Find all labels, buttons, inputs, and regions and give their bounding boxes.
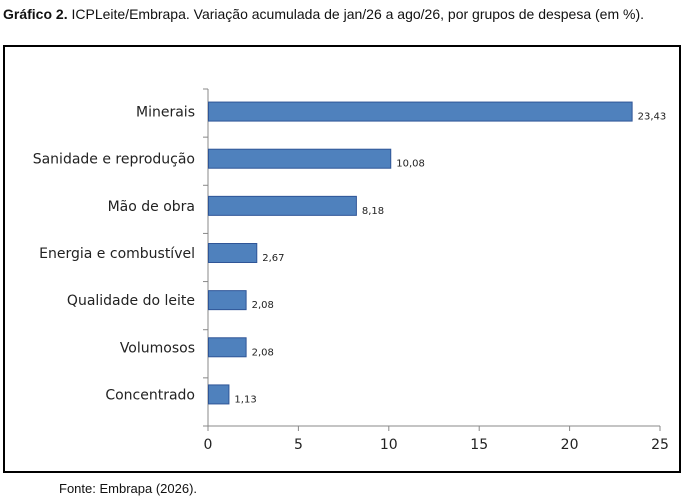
bar xyxy=(208,337,247,358)
x-tick-label: 0 xyxy=(204,437,213,453)
value-label: 2,08 xyxy=(252,300,274,311)
figure-caption: Gráfico 2. ICPLeite/Embrapa. Variação ac… xyxy=(3,4,687,24)
x-tick-label: 5 xyxy=(294,437,303,453)
bar-chart: 0 5 10 15 20 25 Minerais 23,43 Sanidade e reprod… xyxy=(33,88,669,453)
category-label: Qualidade do leite xyxy=(67,293,195,309)
bar xyxy=(208,195,357,216)
value-label: 10,08 xyxy=(396,159,425,170)
value-label: 1,13 xyxy=(234,394,256,405)
category-label: Sanidade e reprodução xyxy=(33,152,195,168)
category-label: Concentrado xyxy=(105,387,195,403)
value-label: 23,43 xyxy=(638,112,667,123)
source-note: Fonte: Embrapa (2026). xyxy=(59,481,198,496)
value-label: 8,18 xyxy=(362,206,384,217)
caption-text: ICPLeite/Embrapa. Variação acumulada de … xyxy=(67,6,645,22)
x-tick-label: 20 xyxy=(561,437,579,453)
chart-frame: 0 5 10 15 20 25 Minerais 23,43 Sanidade e reprod… xyxy=(3,45,681,473)
bar xyxy=(208,384,230,405)
bar xyxy=(208,148,392,169)
x-tick-label: 10 xyxy=(380,437,398,453)
bar xyxy=(208,290,247,311)
value-label: 2,67 xyxy=(262,253,284,264)
bar xyxy=(208,101,633,122)
category-label: Energia e combustível xyxy=(39,246,195,262)
x-tick-label: 25 xyxy=(651,437,669,453)
x-tick-label: 15 xyxy=(470,437,488,453)
value-label: 2,08 xyxy=(252,347,274,358)
bar xyxy=(208,243,258,263)
category-label: Mão de obra xyxy=(108,199,195,215)
category-label: Volumosos xyxy=(120,340,195,356)
category-label: Minerais xyxy=(136,105,195,121)
caption-prefix: Gráfico 2. xyxy=(3,6,68,22)
